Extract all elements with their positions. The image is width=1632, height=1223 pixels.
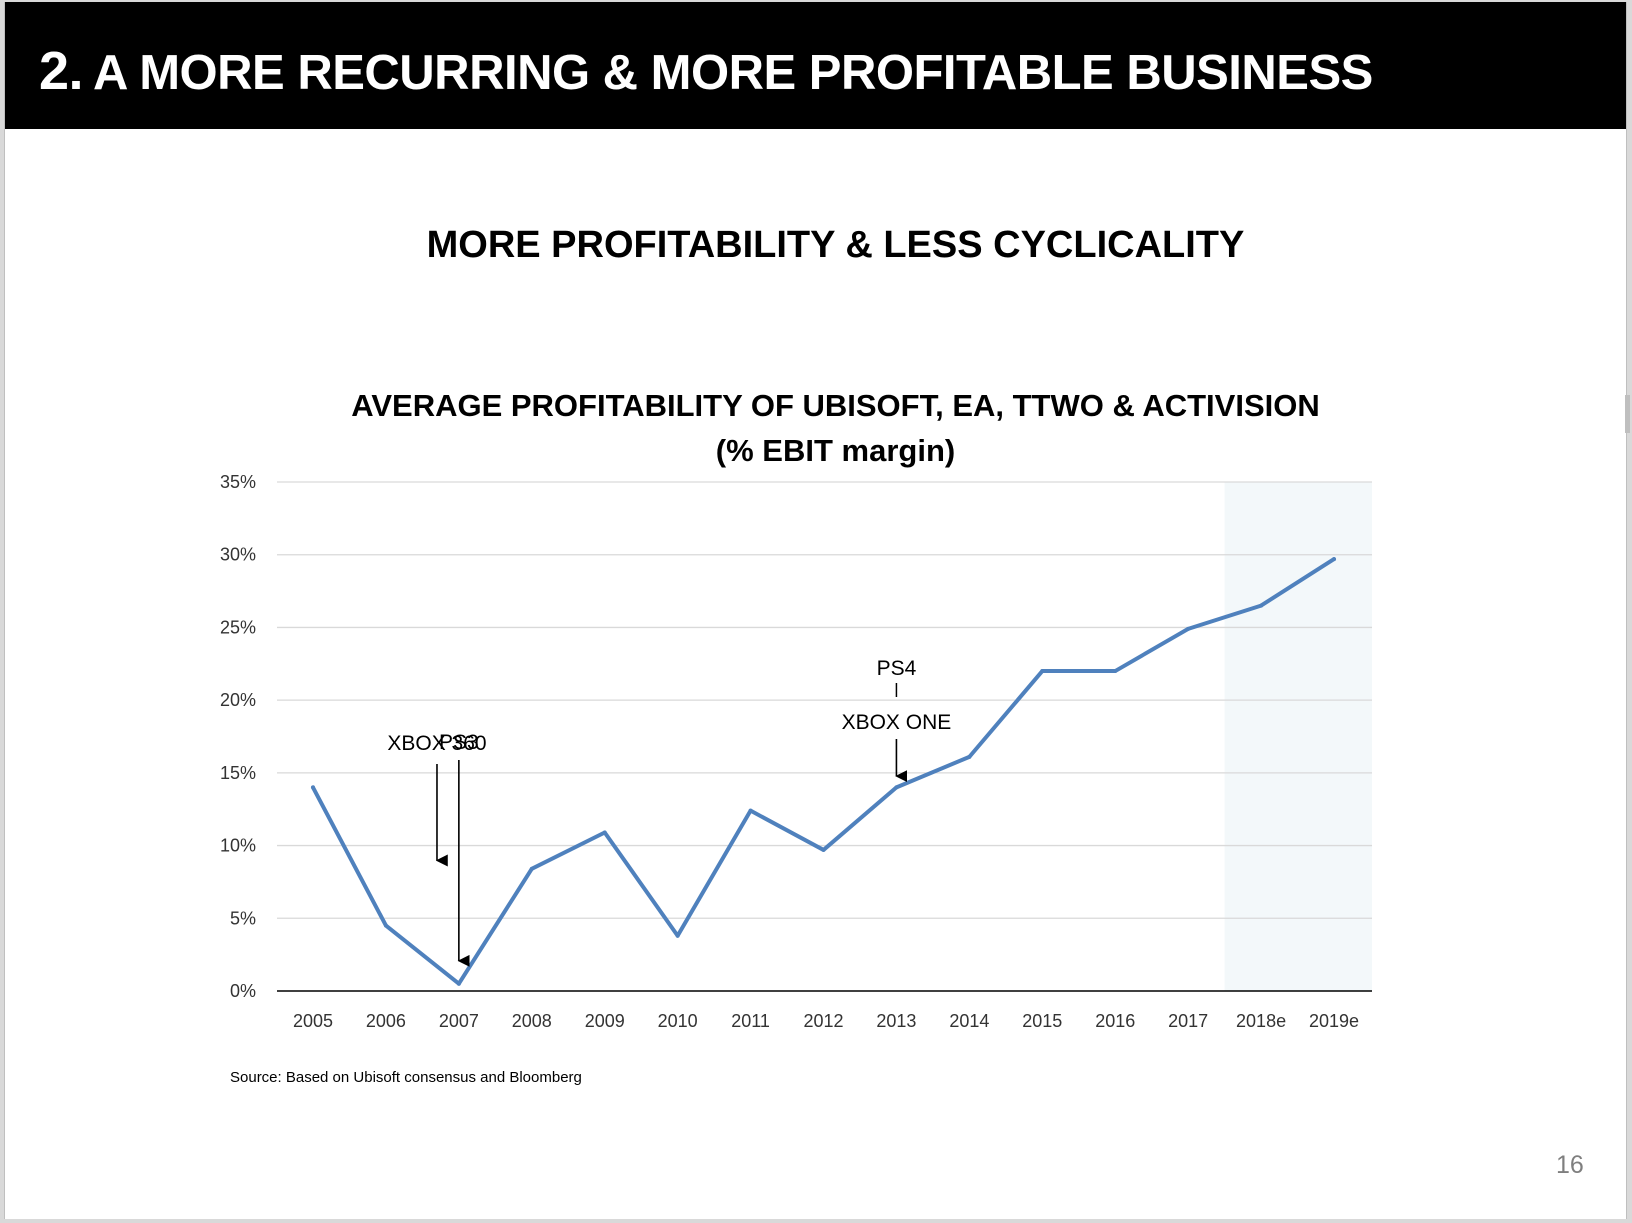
x-tick-label: 2009 [585, 1011, 625, 1031]
scrollbar-marker [1625, 395, 1630, 433]
section-title: A MORE RECURRING & MORE PROFITABLE BUSIN… [93, 46, 1373, 100]
data-point [675, 933, 680, 938]
data-point [1040, 669, 1045, 674]
x-tick-label: 2013 [876, 1011, 916, 1031]
data-point [602, 830, 607, 835]
x-tick-label: 2005 [293, 1011, 333, 1031]
data-point [1113, 669, 1118, 674]
source-note: Source: Based on Ubisoft consensus and B… [230, 1069, 582, 1086]
y-tick-label: 35% [220, 472, 256, 492]
data-point [1259, 603, 1264, 608]
data-point [383, 923, 388, 928]
y-tick-label: 20% [220, 690, 256, 710]
data-point [821, 847, 826, 852]
x-tick-label: 2012 [803, 1011, 843, 1031]
header-bar: 2. A MORE RECURRING & MORE PROFITABLE BUS… [5, 2, 1626, 129]
annotation-label: PS3 [439, 731, 479, 754]
series-line [311, 557, 1336, 986]
data-point [1186, 626, 1191, 631]
x-tick-label: 2011 [731, 1011, 770, 1031]
y-tick-label: 15% [220, 763, 256, 783]
slide-subtitle: MORE PROFITABILITY & LESS CYCLICALITY [426, 224, 1245, 266]
data-point [1332, 557, 1336, 562]
annotation-label: XBOX 360 [387, 732, 486, 755]
data-point [456, 981, 461, 986]
x-tick-label: 2010 [658, 1011, 698, 1031]
x-tick-label: 2019e [1309, 1011, 1359, 1031]
data-point [748, 808, 753, 813]
y-tick-label: 5% [230, 908, 256, 928]
y-tick-label: 30% [220, 545, 256, 565]
x-tick-label: 2006 [366, 1011, 406, 1031]
forecast-shade [1224, 482, 1372, 991]
page-title: 2. A MORE RECURRING & MORE PROFITABLE BUS… [39, 40, 1373, 102]
chart-title: AVERAGE PROFITABILITY OF UBISOFT, EA, TT… [351, 388, 1320, 423]
data-point [894, 785, 899, 790]
x-tick-label: 2007 [439, 1011, 479, 1031]
data-point [967, 754, 972, 759]
x-tick-label: 2017 [1168, 1011, 1208, 1031]
section-number: 2. [39, 41, 84, 101]
x-tick-label: 2014 [949, 1011, 989, 1031]
y-tick-label: 0% [230, 981, 256, 1001]
annotation-label: XBOX ONE [842, 711, 952, 734]
chart-subtitle: (% EBIT margin) [715, 433, 956, 468]
x-tick-label: 2015 [1022, 1011, 1062, 1031]
y-tick-label: 25% [220, 617, 256, 637]
data-point [311, 785, 315, 790]
x-tick-label: 2018e [1236, 1011, 1286, 1031]
y-tick-label: 10% [220, 836, 256, 856]
data-point [529, 866, 534, 871]
x-tick-label: 2008 [512, 1011, 552, 1031]
x-tick-label: 2016 [1095, 1011, 1135, 1031]
annotation-label: PS4 [877, 657, 917, 680]
page-number: 16 [1556, 1151, 1584, 1179]
